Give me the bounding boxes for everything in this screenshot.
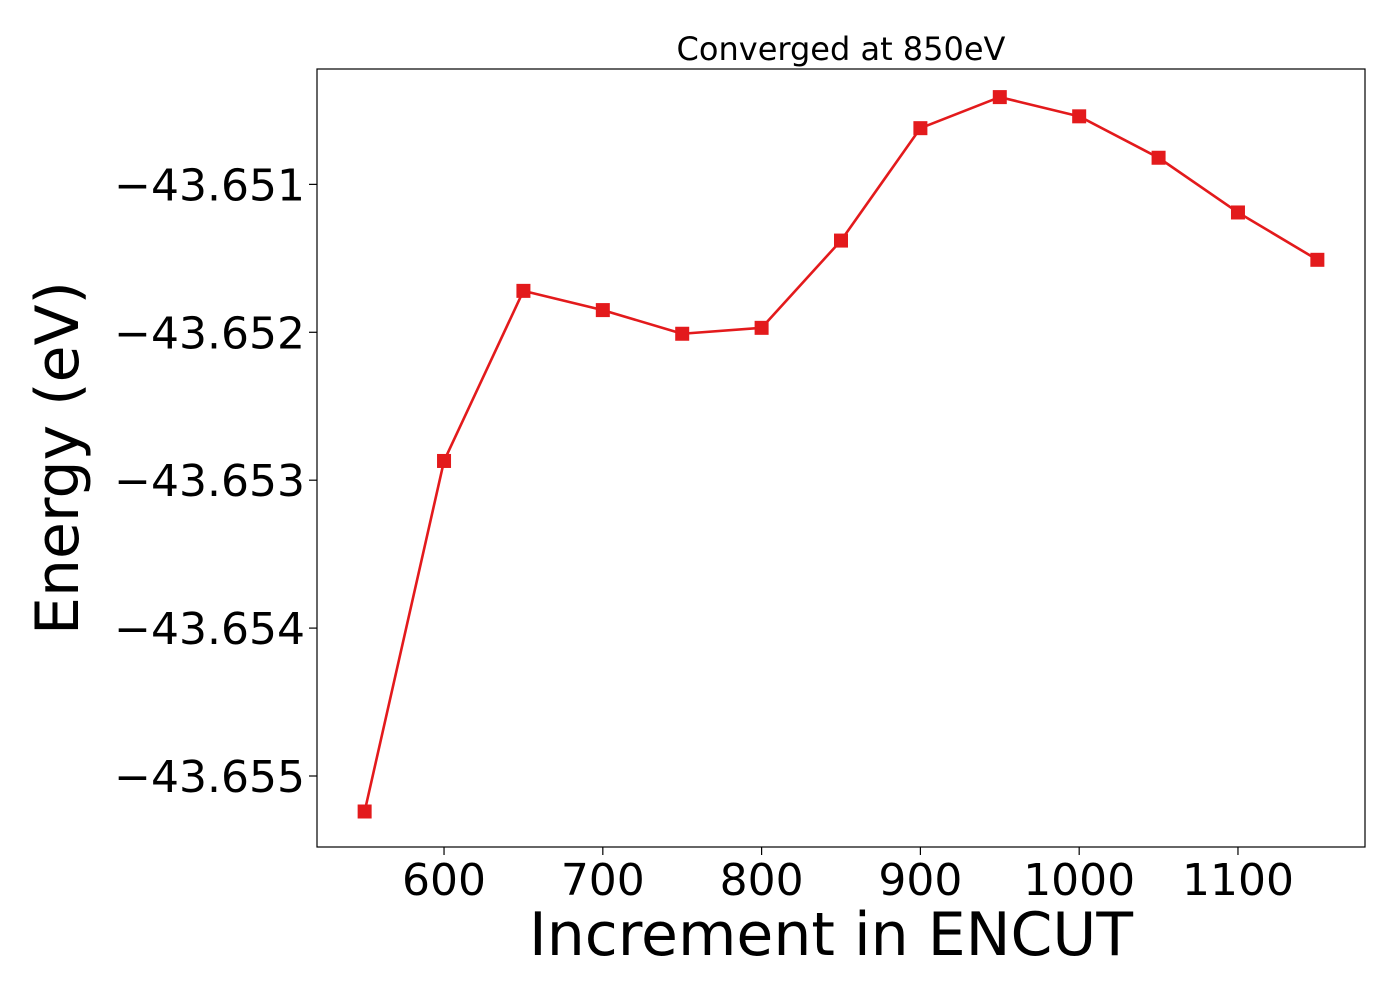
x-tick-label: 700 [561, 855, 645, 906]
data-point-marker [595, 303, 610, 318]
data-point-marker [1230, 205, 1245, 220]
x-tick-label: 1000 [1023, 855, 1135, 906]
y-tick-label: −43.655 [114, 752, 305, 803]
data-point-marker [437, 453, 452, 468]
y-tick-label: −43.651 [114, 160, 305, 211]
data-point-marker [913, 121, 928, 136]
x-tick-label: 1100 [1182, 855, 1294, 906]
y-tick-label: −43.652 [114, 308, 305, 359]
x-axis-ticks: 600 700 800 900 1000 1100 [402, 847, 1294, 906]
data-point-marker [1151, 150, 1166, 165]
data-point-marker [1310, 252, 1325, 267]
plot-area [316, 68, 1366, 848]
data-point-marker [675, 326, 690, 341]
x-tick-label: 900 [878, 855, 962, 906]
data-point-marker [754, 320, 769, 335]
series-layer [357, 90, 1325, 819]
x-tick-label: 800 [720, 855, 804, 906]
y-tick-label: −43.653 [114, 456, 305, 507]
x-axis-label: Increment in ENCUT [529, 900, 1133, 970]
data-point-marker [357, 804, 372, 819]
data-point-marker [834, 233, 848, 248]
data-point-marker [992, 90, 1007, 105]
y-tick-label: −43.654 [114, 604, 305, 655]
data-point-marker [516, 283, 531, 298]
y-axis-label: Energy (eV) [23, 281, 93, 635]
chart-title: Converged at 850eV [677, 30, 1006, 68]
y-axis-ticks: −43.655 −43.654 −43.653 −43.652 −43.651 [114, 160, 317, 803]
data-point-marker [1072, 109, 1087, 124]
x-tick-label: 600 [402, 855, 486, 906]
